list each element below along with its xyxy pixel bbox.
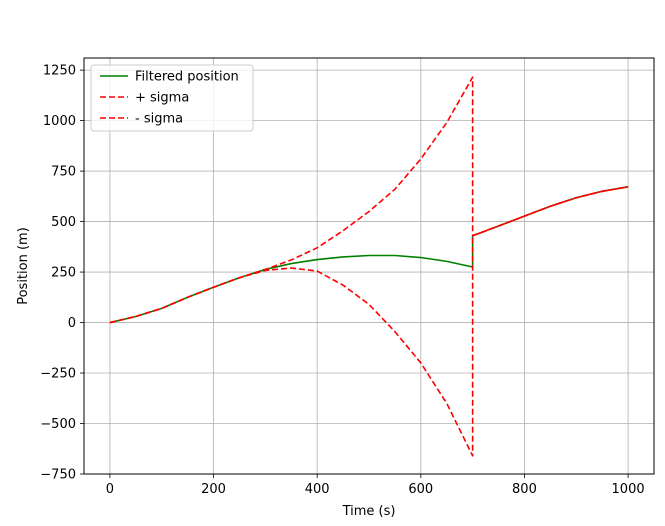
legend: Filtered position + sigma - sigma (90, 64, 254, 132)
y-tick-label: 250 (51, 266, 76, 281)
x-tick-label: 600 (408, 482, 433, 497)
legend-box (90, 64, 254, 132)
y-tick-label: 750 (51, 165, 76, 180)
x-axis-label: Time (s) (342, 504, 396, 519)
plot-frame (83, 57, 655, 475)
y-tick-label: 500 (51, 215, 76, 230)
legend-entries: Filtered position + sigma - sigma (100, 70, 239, 127)
legend-label: + sigma (135, 91, 189, 106)
y-tick-label: −750 (40, 468, 76, 483)
ticks: 0 200 400 600 800 1000 −750 −500 −250 0 250 500 750 1… (40, 64, 644, 497)
legend-label: Filtered position (135, 70, 239, 85)
x-tick-label: 400 (305, 482, 330, 497)
x-tick-label: 1000 (612, 482, 645, 497)
y-tick-label: 1250 (43, 64, 76, 79)
series-line-2 (109, 186, 629, 457)
y-tick-label: 1000 (43, 114, 76, 129)
x-tick-label: 200 (201, 482, 226, 497)
x-tick-label: 800 (512, 482, 537, 497)
y-tick-label: −500 (40, 417, 76, 432)
y-tick-label: 0 (68, 316, 76, 331)
y-axis-label: Position (m) (16, 227, 31, 305)
x-tick-label: 0 (106, 482, 114, 497)
series-layer (109, 76, 629, 457)
grid (84, 58, 654, 475)
y-tick-label: −250 (40, 367, 76, 382)
legend-label: - sigma (135, 112, 183, 127)
